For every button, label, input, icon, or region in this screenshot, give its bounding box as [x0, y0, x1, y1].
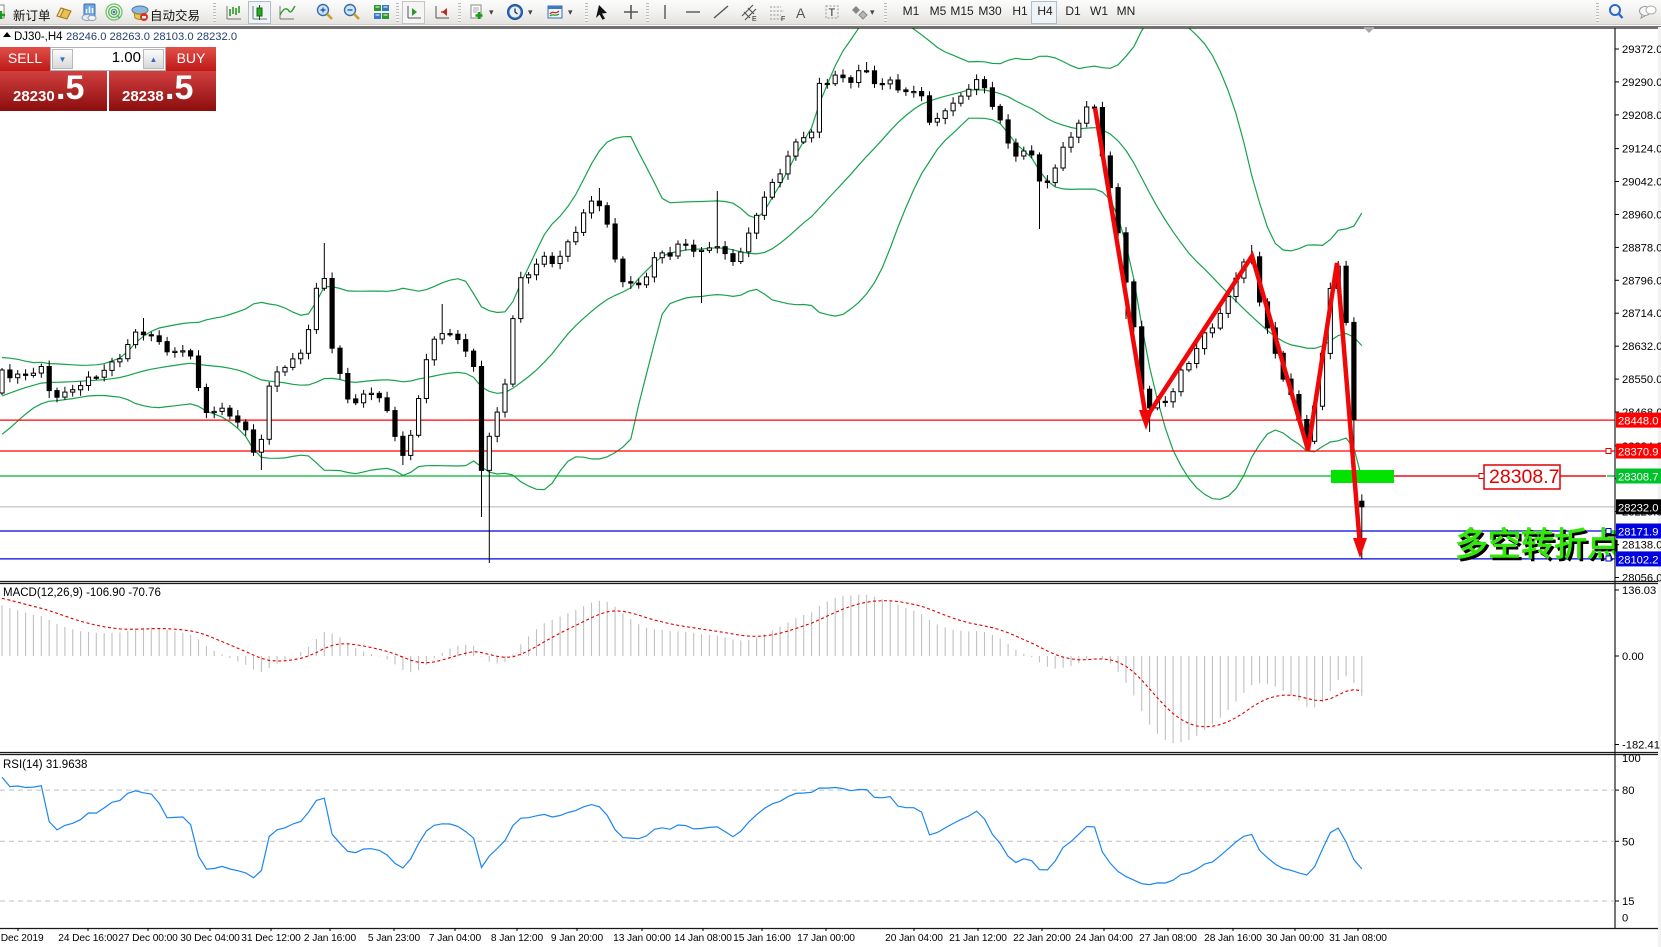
svg-text:29124.0: 29124.0	[1622, 144, 1661, 156]
svg-text:28550.0: 28550.0	[1622, 374, 1661, 386]
svg-text:22 Jan 20:00: 22 Jan 20:00	[1013, 933, 1071, 944]
svg-text:31 Dec 12:00: 31 Dec 12:00	[241, 933, 301, 944]
svg-text:7 Jan 04:00: 7 Jan 04:00	[429, 933, 482, 944]
svg-text:24 Dec 16:00: 24 Dec 16:00	[58, 933, 118, 944]
svg-text:20 Jan 04:00: 20 Jan 04:00	[885, 933, 943, 944]
svg-text:28056.0: 28056.0	[1622, 573, 1661, 585]
svg-text:28714.0: 28714.0	[1622, 308, 1661, 320]
svg-text:28308.7: 28308.7	[1618, 472, 1658, 484]
svg-text:0: 0	[1622, 913, 1628, 925]
svg-text:28308.7: 28308.7	[1489, 466, 1560, 488]
svg-text:21 Jan 12:00: 21 Jan 12:00	[949, 933, 1007, 944]
svg-text:28 Jan 16:00: 28 Jan 16:00	[1204, 933, 1262, 944]
svg-text:28370.9: 28370.9	[1618, 447, 1658, 459]
svg-text:24 Jan 04:00: 24 Jan 04:00	[1075, 933, 1133, 944]
svg-text:28171.9: 28171.9	[1618, 527, 1658, 539]
svg-text:28246.0 28263.0 28103.0 28232.: 28246.0 28263.0 28103.0 28232.0	[66, 31, 237, 43]
svg-text:14 Jan 08:00: 14 Jan 08:00	[674, 933, 732, 944]
svg-text:15: 15	[1622, 896, 1634, 908]
svg-text:31 Jan 08:00: 31 Jan 08:00	[1329, 933, 1387, 944]
svg-text:DJ30-,H4: DJ30-,H4	[14, 31, 63, 43]
svg-text:29290.0: 29290.0	[1622, 77, 1661, 89]
svg-text:136.03: 136.03	[1622, 585, 1656, 597]
svg-text:80: 80	[1622, 785, 1634, 797]
svg-text:MACD(12,26,9) -106.90 -70.76: MACD(12,26,9) -106.90 -70.76	[3, 587, 161, 599]
svg-text:30 Jan 00:00: 30 Jan 00:00	[1266, 933, 1324, 944]
svg-text:28960.0: 28960.0	[1622, 210, 1661, 222]
svg-text:-182.41: -182.41	[1622, 740, 1660, 752]
svg-text:29042.0: 29042.0	[1622, 177, 1661, 189]
svg-text:29208.0: 29208.0	[1622, 110, 1661, 122]
svg-text:0.00: 0.00	[1622, 651, 1644, 663]
svg-text:RSI(14) 31.9638: RSI(14) 31.9638	[3, 759, 87, 771]
svg-text:3 Dec 2019: 3 Dec 2019	[0, 933, 44, 944]
svg-text:多空转折点: 多空转折点	[1458, 528, 1623, 565]
svg-text:多空转折点: 多空转折点	[1455, 526, 1620, 563]
svg-text:13 Jan 00:00: 13 Jan 00:00	[613, 933, 671, 944]
svg-text:T: T	[829, 7, 836, 19]
svg-text:F: F	[781, 16, 785, 23]
svg-text:15 Jan 16:00: 15 Jan 16:00	[733, 933, 791, 944]
svg-text:28138.0: 28138.0	[1622, 540, 1661, 552]
svg-text:27 Dec 00:00: 27 Dec 00:00	[118, 933, 178, 944]
svg-text:9 Jan 20:00: 9 Jan 20:00	[551, 933, 604, 944]
svg-text:17 Jan 00:00: 17 Jan 00:00	[797, 933, 855, 944]
svg-text:30 Dec 04:00: 30 Dec 04:00	[180, 933, 240, 944]
svg-text:100: 100	[1622, 753, 1641, 765]
svg-text:50: 50	[1622, 836, 1634, 848]
svg-text:27 Jan 08:00: 27 Jan 08:00	[1139, 933, 1197, 944]
svg-text:28878.0: 28878.0	[1622, 242, 1661, 254]
svg-text:28102.2: 28102.2	[1618, 554, 1658, 566]
svg-text:28232.0: 28232.0	[1618, 502, 1658, 514]
svg-text:8 Jan 12:00: 8 Jan 12:00	[491, 933, 544, 944]
svg-text:E: E	[752, 16, 757, 23]
svg-text:28632.0: 28632.0	[1622, 341, 1661, 353]
svg-text:5 Jan 23:00: 5 Jan 23:00	[368, 933, 421, 944]
svg-text:28796.0: 28796.0	[1622, 275, 1661, 287]
svg-text:28448.0: 28448.0	[1618, 416, 1658, 428]
svg-text:29372.0: 29372.0	[1622, 44, 1661, 56]
svg-text:2 Jan 16:00: 2 Jan 16:00	[304, 933, 357, 944]
